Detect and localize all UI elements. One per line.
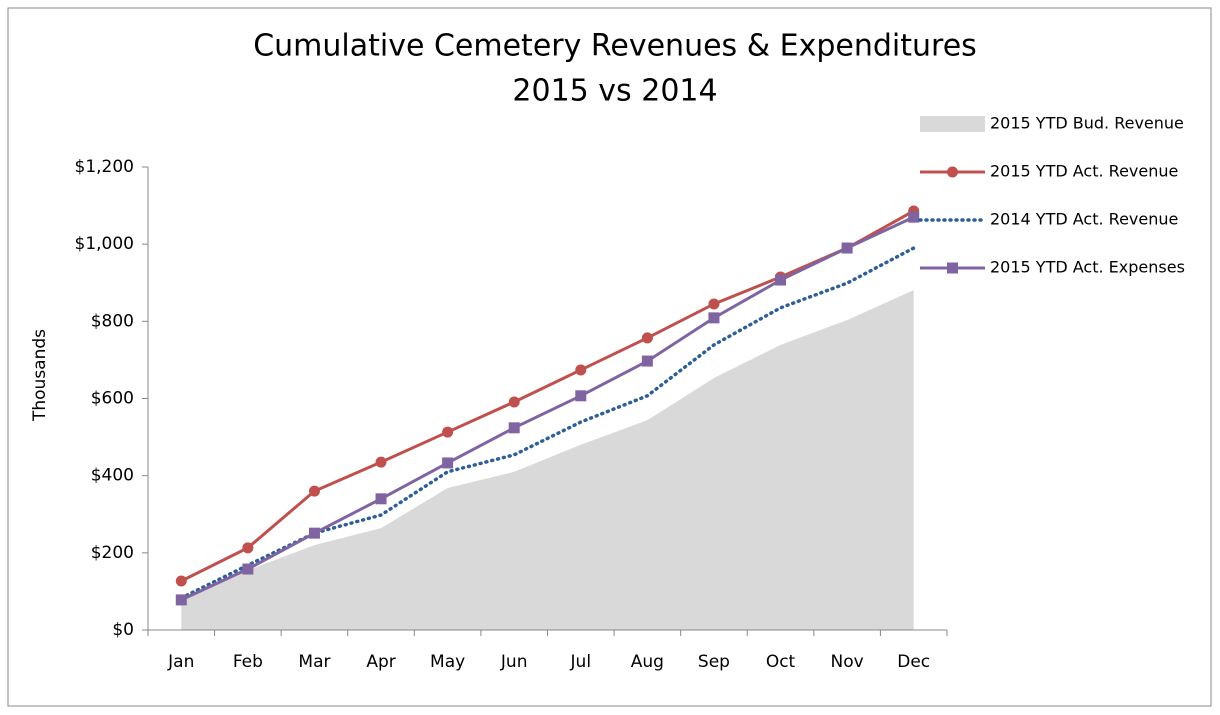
y-tick-label: $1,200 — [75, 157, 134, 177]
line — [180, 209, 915, 583]
line — [180, 215, 915, 602]
marker — [641, 355, 653, 367]
marker — [641, 332, 653, 344]
marker — [508, 396, 520, 408]
marker — [375, 456, 387, 468]
marker — [375, 493, 387, 505]
x-tick-label: Jan — [167, 652, 194, 672]
marker — [175, 594, 187, 606]
y-axis-label: Thousands — [30, 329, 50, 422]
y-tick-label: $0 — [112, 620, 134, 640]
marker — [575, 390, 587, 402]
marker — [708, 312, 720, 324]
marker — [575, 364, 587, 376]
y-tick-label: $1,000 — [75, 234, 134, 254]
marker — [308, 527, 320, 539]
marker — [175, 575, 187, 587]
legend-swatch — [920, 116, 985, 132]
marker — [442, 426, 454, 438]
marker — [841, 242, 853, 254]
marker — [442, 457, 454, 469]
marker — [908, 211, 920, 223]
x-tick-label: Jun — [500, 652, 528, 672]
legend-marker — [947, 262, 958, 274]
area — [181, 290, 914, 630]
chart-subtitle: 2015 vs 2014 — [512, 74, 717, 109]
y-tick-label: $200 — [91, 543, 134, 563]
legend-label: 2015 YTD Act. Revenue — [990, 162, 1178, 181]
line — [179, 246, 916, 600]
x-tick-label: Dec — [897, 652, 930, 672]
x-tick-label: Nov — [831, 652, 864, 672]
legend-marker — [947, 166, 958, 178]
y-tick-label: $400 — [91, 466, 134, 486]
marker — [508, 422, 520, 434]
x-tick-label: Feb — [233, 652, 263, 672]
y-tick-label: $800 — [91, 311, 134, 331]
legend-label: 2015 YTD Bud. Revenue — [990, 114, 1184, 133]
y-tick-label: $600 — [91, 389, 134, 409]
x-tick-label: Aug — [631, 652, 664, 672]
marker — [775, 274, 787, 286]
x-tick-label: Apr — [366, 652, 395, 672]
marker — [708, 298, 720, 310]
legend-label: 2014 YTD Act. Revenue — [990, 210, 1178, 229]
legend-label: 2015 YTD Act. Expenses — [990, 258, 1185, 277]
marker — [242, 563, 254, 575]
x-tick-label: May — [430, 652, 465, 672]
marker — [242, 542, 254, 554]
x-tick-label: Oct — [766, 652, 796, 672]
x-tick-label: Sep — [698, 652, 730, 672]
x-tick-label: Mar — [298, 652, 330, 672]
x-tick-label: Jul — [570, 652, 592, 672]
chart-title: Cumulative Cemetery Revenues & Expenditu… — [253, 29, 977, 64]
marker — [308, 485, 320, 497]
